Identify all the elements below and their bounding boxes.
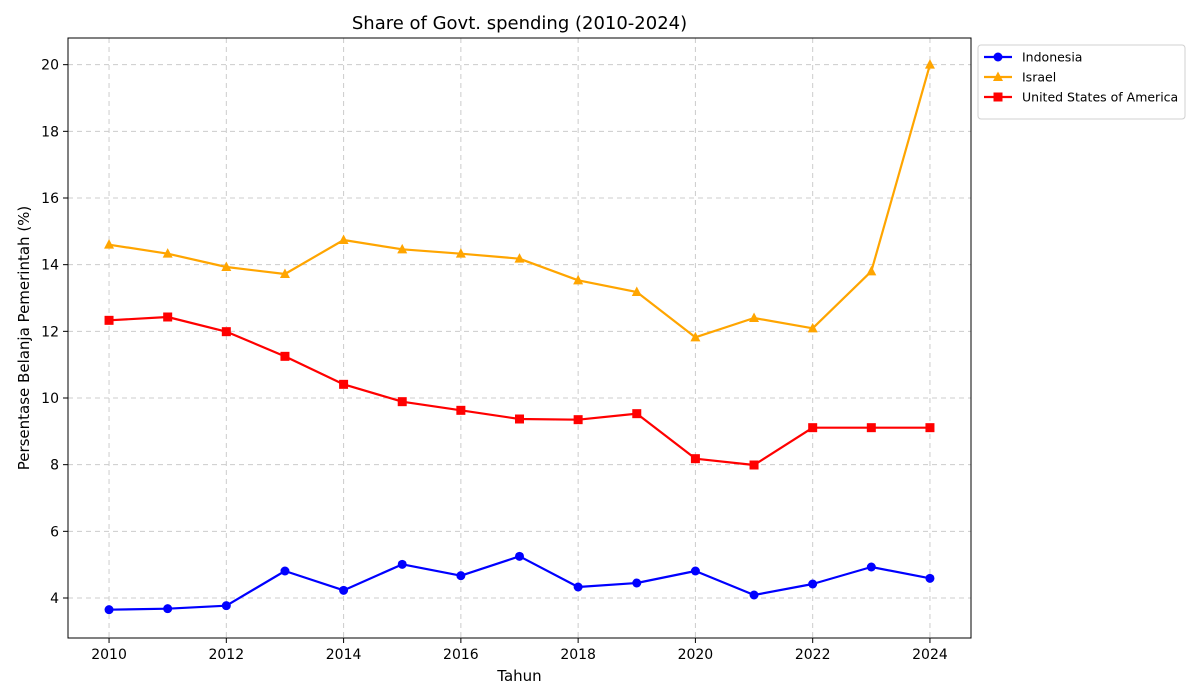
- data-point: [397, 559, 407, 569]
- series-indonesia: [104, 551, 935, 615]
- y-tick-label: 14: [41, 258, 59, 274]
- y-tick-label: 6: [50, 524, 59, 540]
- data-point: [163, 312, 173, 322]
- x-tick-label: 2018: [560, 647, 596, 663]
- data-point: [632, 578, 642, 588]
- y-tick-label: 16: [41, 191, 59, 207]
- data-point: [807, 322, 818, 333]
- data-point: [338, 234, 349, 244]
- y-tick-label: 8: [50, 458, 59, 474]
- y-tick-label: 10: [41, 391, 59, 407]
- series-israel: [104, 59, 935, 342]
- legend-marker: [993, 71, 1003, 81]
- data-point: [690, 331, 701, 342]
- x-tick-label: 2022: [795, 647, 831, 663]
- data-point: [515, 551, 524, 561]
- legend: Indonesia Israel United States of America: [977, 44, 1186, 120]
- x-tick-label: 2020: [678, 647, 714, 663]
- data-point: [221, 261, 232, 271]
- data-point: [162, 248, 173, 258]
- data-point: [573, 582, 583, 592]
- data-point: [690, 454, 700, 464]
- plot-area-frame: [67, 37, 972, 639]
- data-point: [221, 327, 231, 337]
- data-point: [455, 248, 466, 258]
- data-point: [339, 585, 349, 595]
- data-point: [808, 423, 818, 433]
- data-point: [632, 409, 642, 419]
- data-point: [690, 566, 700, 576]
- series-line: [109, 555, 931, 611]
- legend-item: Indonesia: [984, 50, 1082, 65]
- x-tick-label: 2010: [91, 647, 127, 663]
- series-line: [108, 315, 930, 467]
- data-point: [280, 566, 290, 576]
- legend-marker: [993, 52, 1003, 62]
- legend-marker: [993, 92, 1003, 102]
- data-point: [866, 265, 877, 276]
- legend-label: Israel: [1022, 70, 1056, 85]
- data-point: [866, 423, 876, 433]
- data-point: [866, 562, 876, 572]
- y-tick-label: 12: [41, 324, 59, 340]
- x-tick-label: 2014: [326, 647, 362, 663]
- x-axis-label: Tahun: [496, 667, 541, 685]
- legend-box: [977, 44, 1186, 120]
- axis-ticks: 2010 2012 2014 2016 2018 2020 2022 202446810121…: [41, 58, 948, 663]
- data-point: [280, 351, 290, 361]
- data-point: [104, 605, 114, 615]
- x-tick-label: 2016: [443, 647, 479, 663]
- legend-item: Israel: [984, 70, 1056, 85]
- data-point: [456, 571, 466, 581]
- legend-label: United States of America: [1022, 90, 1178, 105]
- data-point: [339, 379, 349, 389]
- data-point: [163, 604, 173, 614]
- data-point: [925, 423, 935, 433]
- data-point: [573, 274, 584, 285]
- data-point: [749, 590, 759, 600]
- data-point: [221, 601, 231, 611]
- data-point: [104, 239, 115, 249]
- y-tick-label: 18: [41, 124, 59, 140]
- data-point: [749, 460, 759, 470]
- data-point: [924, 59, 935, 69]
- data-point: [279, 268, 290, 278]
- data-point: [925, 573, 935, 583]
- chart-title: Share of Govt. spending (2010-2024): [352, 13, 687, 34]
- series-united-states-of-america: [104, 312, 935, 470]
- data-point: [514, 253, 525, 263]
- legend-label: Indonesia: [1022, 50, 1082, 65]
- data-point: [397, 397, 407, 407]
- data-point: [631, 286, 642, 296]
- data-point: [104, 315, 114, 325]
- series-lines: [104, 59, 935, 615]
- legend-item: United States of America: [984, 90, 1178, 105]
- data-point: [456, 405, 466, 415]
- grid-lines: [68, 38, 971, 638]
- data-point: [515, 414, 524, 424]
- data-point: [808, 579, 818, 589]
- data-point: [749, 312, 760, 322]
- data-point: [573, 415, 583, 425]
- y-axis-label: Persentase Belanja Pemerintah (%): [15, 206, 33, 471]
- data-point: [397, 243, 408, 254]
- x-tick-label: 2012: [208, 647, 244, 663]
- y-tick-label: 20: [41, 58, 59, 74]
- x-tick-label: 2024: [912, 647, 948, 663]
- y-tick-label: 4: [50, 591, 59, 607]
- series-line: [108, 64, 932, 339]
